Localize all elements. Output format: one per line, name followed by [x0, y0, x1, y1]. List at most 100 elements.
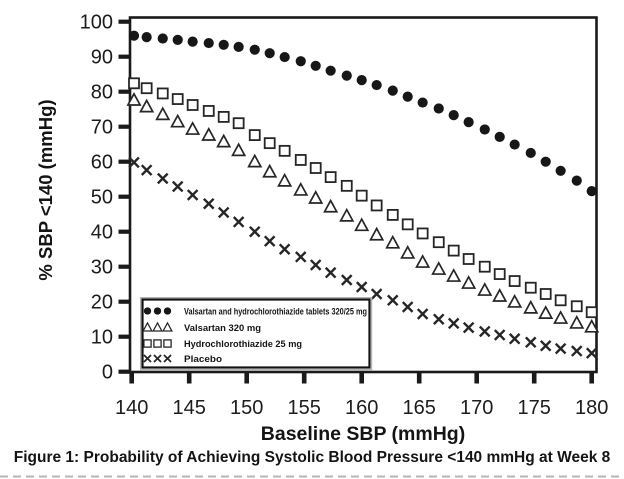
data-point-marker	[249, 225, 261, 238]
data-point-marker	[584, 318, 600, 333]
legend-swatch-marker	[153, 354, 162, 363]
x-tick-label: 145	[173, 397, 206, 419]
data-point-marker	[295, 251, 307, 263]
data-point-marker	[401, 301, 414, 313]
y-tick-label: 20	[91, 292, 113, 314]
data-point-marker	[264, 48, 275, 59]
y-axis-ticks	[118, 19, 130, 374]
data-point-marker	[249, 44, 260, 55]
data-point-marker	[508, 275, 521, 287]
data-point-marker	[232, 117, 245, 130]
data-point-marker	[340, 179, 353, 192]
data-point-marker	[525, 147, 536, 159]
data-point-marker	[570, 300, 583, 313]
series-open-square	[128, 77, 598, 319]
legend-swatch-marker	[153, 307, 162, 315]
data-point-marker	[203, 37, 214, 49]
data-point-marker	[218, 39, 229, 50]
data-point-marker	[402, 91, 413, 102]
data-point-marker	[278, 243, 291, 255]
legend-label-valsartan-hctz: Valsartan and hydrochlorothiazide tablet…	[184, 307, 367, 318]
data-point-marker	[187, 36, 198, 47]
data-point-marker	[554, 342, 567, 355]
data-point-marker	[478, 260, 491, 273]
figure-caption: Figure 1: Probability of Achieving Systo…	[14, 449, 611, 466]
data-point-marker	[201, 127, 217, 141]
data-point-marker	[323, 198, 339, 213]
data-point-marker	[586, 186, 597, 197]
data-point-marker	[555, 165, 566, 176]
data-point-marker	[462, 321, 475, 334]
data-point-marker	[479, 124, 490, 135]
y-tick-label: 60	[91, 152, 113, 174]
data-point-marker	[401, 218, 414, 231]
legend-swatch-marker	[163, 354, 172, 363]
data-point-marker	[140, 164, 153, 176]
data-point-marker	[339, 207, 355, 222]
data-point-marker	[493, 268, 506, 280]
data-point-marker	[356, 75, 367, 86]
data-point-marker	[156, 87, 169, 100]
data-point-marker	[141, 31, 152, 43]
x-tick-label: 180	[575, 397, 608, 419]
data-point-marker	[128, 156, 140, 169]
data-point-marker	[217, 206, 230, 219]
data-point-marker	[308, 190, 324, 204]
series-layer	[126, 30, 600, 359]
data-point-marker	[416, 227, 429, 240]
legend-swatch-marker	[142, 321, 153, 332]
x-tick-label: 165	[403, 397, 436, 419]
x-axis-tick-labels: 140 145 150 155 160 165 170 175 180	[115, 397, 608, 419]
data-point-marker	[432, 236, 445, 249]
data-point-marker	[247, 153, 263, 168]
series-filled-circle	[128, 30, 597, 197]
data-point-marker	[386, 208, 399, 221]
data-point-marker	[324, 171, 337, 184]
data-point-marker	[157, 33, 168, 44]
data-point-marker	[525, 336, 537, 349]
data-point-marker	[387, 294, 399, 307]
data-point-marker	[248, 129, 261, 142]
data-point-marker	[523, 299, 539, 314]
data-point-marker	[461, 275, 477, 289]
y-tick-label: 100	[80, 12, 113, 34]
data-point-marker	[186, 99, 199, 111]
data-point-marker	[295, 56, 306, 67]
series-open-triangle	[126, 92, 600, 333]
data-point-marker	[355, 189, 368, 202]
data-point-marker	[216, 133, 232, 148]
data-point-marker	[186, 189, 199, 201]
legend-swatch-marker	[143, 339, 152, 348]
data-point-marker	[416, 308, 429, 320]
data-point-marker	[355, 281, 368, 293]
data-point-marker	[341, 274, 353, 286]
data-point-marker	[493, 329, 506, 341]
data-point-marker	[231, 142, 247, 157]
data-point-marker	[354, 217, 370, 232]
y-tick-label: 80	[91, 82, 113, 104]
data-point-marker	[447, 317, 460, 330]
data-point-marker	[508, 333, 521, 345]
data-point-marker	[538, 305, 554, 319]
series-x-cross	[128, 156, 598, 359]
y-tick-label: 70	[91, 117, 113, 139]
data-point-marker	[462, 253, 475, 265]
legend-label-placebo: Placebo	[184, 354, 222, 365]
legend-swatch-marker	[163, 339, 172, 348]
legend-swatch-marker	[143, 307, 152, 315]
data-point-marker	[139, 98, 155, 113]
legend-marker-swatches	[142, 307, 173, 363]
data-point-marker	[185, 121, 201, 135]
y-tick-label: 0	[102, 362, 113, 384]
data-point-marker	[202, 105, 215, 117]
data-point-marker	[571, 175, 582, 186]
legend-swatch-marker	[163, 307, 172, 315]
data-point-marker	[524, 281, 537, 294]
data-point-marker	[447, 244, 460, 257]
data-point-marker	[310, 60, 321, 71]
data-point-marker	[262, 163, 278, 178]
data-point-marker	[507, 293, 523, 308]
x-tick-label: 175	[518, 397, 551, 419]
data-point-marker	[128, 30, 140, 41]
